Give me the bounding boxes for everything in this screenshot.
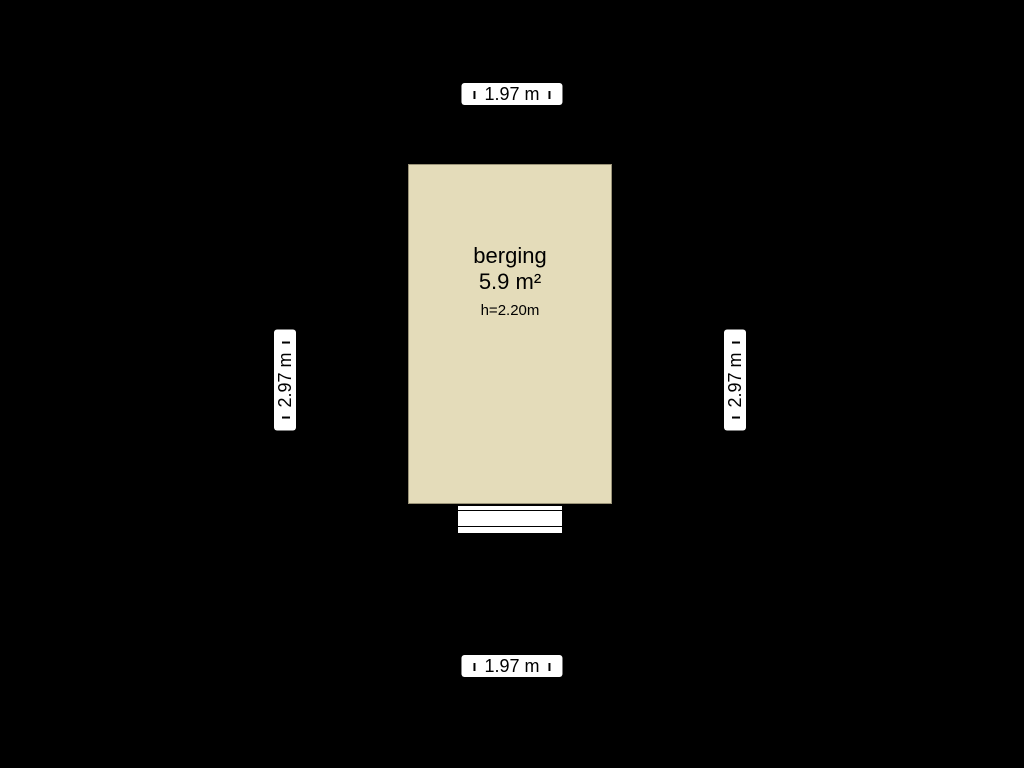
dimension-bottom-text: 1.97 m (484, 656, 539, 676)
dimension-top-text: 1.97 m (484, 84, 539, 104)
room-area: 5.9 m² (409, 269, 611, 295)
dimension-tick-icon (282, 341, 290, 343)
dimension-tick-icon (473, 91, 475, 99)
dimension-tick-icon (473, 663, 475, 671)
room-name: berging (409, 243, 611, 269)
room-height: h=2.20m (409, 302, 611, 320)
dimension-right-text: 2.97 m (725, 352, 745, 407)
room-label: berging 5.9 m² h=2.20m (409, 243, 611, 320)
dimension-tick-icon (549, 663, 551, 671)
dimension-tick-icon (282, 417, 290, 419)
dimension-top: 1.97 m (461, 83, 562, 105)
dimension-left: 2.97 m (274, 329, 296, 430)
room-berging: berging 5.9 m² h=2.20m (408, 164, 612, 504)
dimension-tick-icon (732, 341, 740, 343)
dimension-right: 2.97 m (724, 329, 746, 430)
floor-plan-canvas: berging 5.9 m² h=2.20m 1.97 m 1.97 m 2.9… (0, 0, 1024, 768)
dimension-tick-icon (732, 417, 740, 419)
dimension-left-text: 2.97 m (275, 352, 295, 407)
dimension-tick-icon (549, 91, 551, 99)
door-threshold (455, 504, 565, 536)
dimension-bottom: 1.97 m (461, 655, 562, 677)
